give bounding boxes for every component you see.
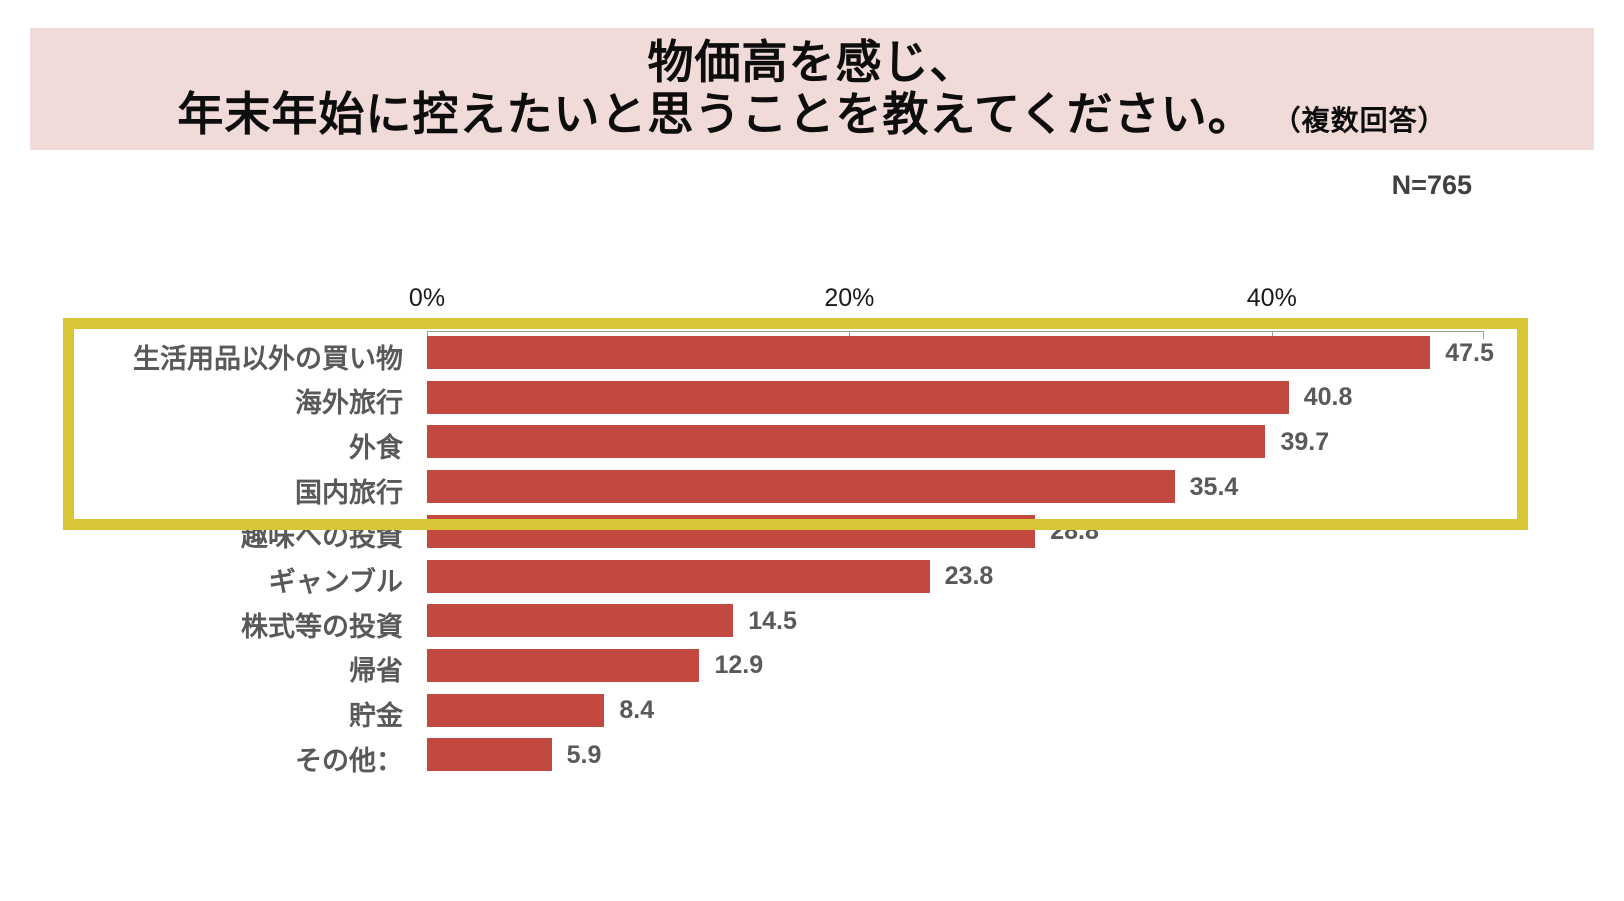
x-axis-tick-mark: [849, 331, 851, 339]
value-label: 40.8: [1303, 383, 1353, 412]
x-axis-tick-label: 40%: [1246, 284, 1297, 312]
bar: [427, 604, 734, 638]
value-label: 12.9: [714, 651, 764, 680]
category-label: 帰省: [349, 656, 403, 687]
category-label: 生活用品以外の買い物: [133, 343, 403, 374]
bar: [427, 559, 930, 593]
value-label: 14.5: [748, 606, 797, 635]
category-label: その他：: [295, 745, 403, 776]
category-label: 外食: [349, 432, 403, 463]
bar: [427, 648, 700, 682]
category-label: 海外旅行: [295, 388, 403, 419]
chart-title-line1: 物価高を感じ、: [647, 36, 977, 89]
category-label: ギャンブル: [268, 567, 403, 597]
category-label: 貯金: [349, 701, 403, 732]
value-label: 39.7: [1280, 427, 1330, 456]
value-label: 5.9: [566, 740, 602, 769]
bar: [427, 470, 1175, 504]
title-banner: 物価高を感じ、 年末年始に控えたいと思うことを教えてください。 （複数回答）: [30, 28, 1594, 150]
x-axis-line: [427, 331, 1483, 332]
x-axis-tick-mark: [1271, 331, 1273, 339]
x-axis-tick-mark: [1483, 331, 1484, 339]
bar: [427, 425, 1266, 459]
category-label: 国内旅行: [295, 477, 403, 508]
bar: [427, 380, 1289, 414]
chart-title-line2: 年末年始に控えたいと思うことを教えてください。 （複数回答）: [177, 88, 1446, 141]
sample-size-label: N=765: [1391, 170, 1472, 200]
bar: [427, 514, 1036, 548]
value-label: 47.5: [1445, 338, 1494, 367]
value-label: 35.4: [1189, 472, 1239, 501]
bar: [427, 336, 1431, 369]
x-axis-tick-label: 0%: [408, 284, 446, 312]
value-label: 23.8: [944, 562, 994, 590]
category-label: 株式等の投資: [241, 611, 403, 642]
value-label: 28.8: [1050, 517, 1099, 546]
value-label: 8.4: [619, 696, 655, 725]
bar: [427, 693, 605, 727]
chart-title-note: （複数回答）: [1272, 104, 1447, 136]
x-axis-tick-label: 20%: [824, 284, 875, 312]
bar: [427, 738, 552, 772]
chart-title-line2-text: 年末年始に控えたいと思うことを教えてください。: [177, 87, 1255, 140]
x-axis-tick-mark: [427, 331, 428, 339]
category-label: 趣味への投資: [241, 522, 403, 553]
